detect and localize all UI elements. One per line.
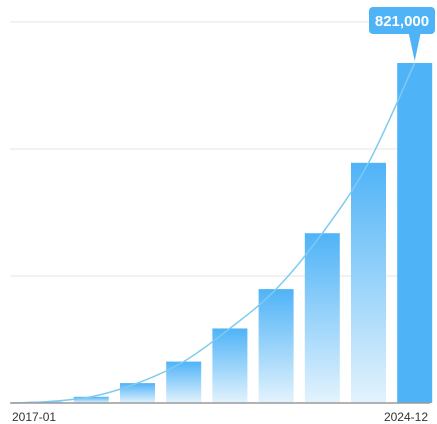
bar-2020-12 — [212, 328, 248, 403]
bar-2017-12 — [73, 396, 109, 403]
bar-2018-12 — [120, 383, 155, 403]
bars — [27, 62, 433, 404]
bar-2023-12 — [351, 162, 386, 403]
bar-2021-12 — [258, 289, 294, 403]
x-tick-labels: 2017-01 2024-12 — [12, 410, 428, 424]
x-tick-label-start: 2017-01 — [12, 410, 56, 424]
callout-background — [369, 7, 435, 34]
value-callout: 821,000 — [369, 7, 435, 61]
callout-value-label: 821,000 — [375, 13, 429, 30]
bar-2024-12 — [397, 62, 433, 404]
callout-pointer — [408, 33, 421, 61]
bar-2022-12 — [304, 233, 340, 403]
x-tick-label-end: 2024-12 — [384, 410, 428, 424]
trend-line-layer — [11, 62, 416, 404]
trend-line — [11, 62, 416, 404]
